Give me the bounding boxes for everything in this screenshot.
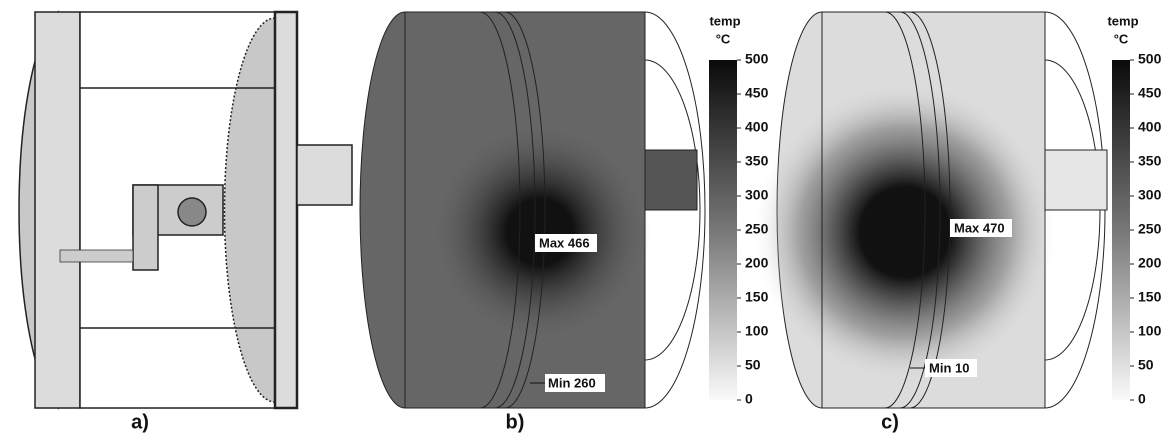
colorbar: [709, 60, 737, 400]
colorbar-unit: °C: [716, 31, 731, 46]
annotation: Min 260: [548, 375, 596, 390]
colorbar-tick-label: 250: [745, 221, 769, 237]
annotation-box: [535, 234, 597, 252]
colorbar-tick-label: 250: [1138, 221, 1162, 237]
panel-a-drawing: [18, 10, 353, 410]
colorbar: [1112, 60, 1130, 400]
colorbar-tick-label: 100: [1138, 323, 1162, 339]
colorbar-tick-label: 50: [745, 357, 761, 373]
annotation: Max 466: [539, 235, 590, 250]
colorbar-tick-label: 300: [1138, 187, 1162, 203]
colorbar-tick-label: 350: [1138, 153, 1162, 169]
panel-b-drawing: [359, 11, 706, 409]
colorbar-tick-label: 0: [745, 391, 753, 407]
colorbar-tick-label: 400: [745, 119, 769, 135]
colorbar-tick-label: 200: [1138, 255, 1162, 271]
colorbar-tick-label: 400: [1138, 119, 1162, 135]
colorbar-title: temp: [709, 13, 740, 28]
colorbar-tick-label: 100: [745, 323, 769, 339]
annotation: Min 10: [929, 360, 969, 375]
colorbar-title: temp: [1107, 13, 1138, 28]
annotation: Max 470: [954, 220, 1005, 235]
colorbar-tick-label: 350: [745, 153, 769, 169]
panel-label: c): [881, 411, 899, 433]
annotation-box: [545, 374, 605, 392]
colorbar-tick-label: 200: [745, 255, 769, 271]
colorbar-tick-label: 0: [1138, 391, 1146, 407]
colorbar-tick-label: 300: [745, 187, 769, 203]
panel-c-drawing: [755, 11, 1108, 409]
colorbar-tick-label: 150: [1138, 289, 1162, 305]
panel-label: a): [131, 411, 149, 433]
annotation-box: [925, 359, 977, 377]
colorbar-unit: °C: [1114, 31, 1129, 46]
annotation-box: [950, 219, 1012, 237]
colorbar-tick-label: 450: [745, 85, 769, 101]
colorbar-tick-label: 500: [1138, 51, 1162, 67]
colorbar-tick-label: 450: [1138, 85, 1162, 101]
colorbar-tick-label: 500: [745, 51, 769, 67]
panel-label: b): [506, 411, 525, 433]
colorbar-tick-label: 150: [745, 289, 769, 305]
colorbar-tick-label: 50: [1138, 357, 1154, 373]
